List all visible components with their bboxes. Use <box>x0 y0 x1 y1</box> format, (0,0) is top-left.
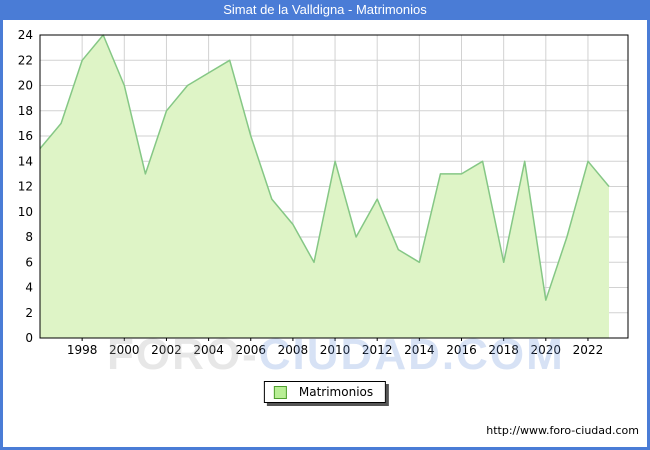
chart-content: 0 2 4 6 8 10 12 14 16 18 20 22 24 1998 2000 2002 2004 200… <box>3 20 647 447</box>
legend: Matrimonios <box>263 381 387 403</box>
y-tick-label: 14 <box>18 154 33 168</box>
x-tick-label: 2020 <box>531 343 562 357</box>
window-title: Simat de la Valldigna - Matrimonios <box>223 2 427 17</box>
legend-label: Matrimonios <box>298 385 374 399</box>
y-tick-label: 20 <box>18 79 33 93</box>
x-tick-label: 2008 <box>278 343 309 357</box>
x-tick-label: 2004 <box>193 343 224 357</box>
area-series-line <box>39 34 610 301</box>
y-tick-label: 10 <box>18 205 33 219</box>
area-series-fill <box>40 35 609 338</box>
window-titlebar: Simat de la Valldigna - Matrimonios <box>3 0 647 20</box>
x-tick-label: 2002 <box>151 343 182 357</box>
legend-swatch-icon <box>273 385 287 399</box>
y-tick-label: 6 <box>25 255 33 269</box>
x-tick-label: 2000 <box>109 343 140 357</box>
y-tick-label: 18 <box>18 104 33 118</box>
y-tick-label: 16 <box>18 129 33 143</box>
y-tick-label: 22 <box>18 53 33 67</box>
x-tick-label: 1998 <box>67 343 98 357</box>
x-tick-label: 2006 <box>235 343 266 357</box>
x-tick-label: 2012 <box>362 343 393 357</box>
plot-border <box>39 34 629 339</box>
x-tick-label: 2022 <box>573 343 604 357</box>
x-tick-label: 2018 <box>488 343 519 357</box>
y-tick-label: 4 <box>25 281 33 295</box>
y-tick-label: 2 <box>25 306 33 320</box>
x-tick-label: 2016 <box>446 343 477 357</box>
y-tick-label: 0 <box>25 331 33 345</box>
y-tick-label: 8 <box>25 230 33 244</box>
x-tick-label: 2010 <box>320 343 351 357</box>
x-tick-label: 2014 <box>404 343 435 357</box>
source-url: http://www.foro-ciudad.com <box>486 424 639 437</box>
y-tick-label: 24 <box>18 28 33 42</box>
y-tick-label: 12 <box>18 180 33 194</box>
